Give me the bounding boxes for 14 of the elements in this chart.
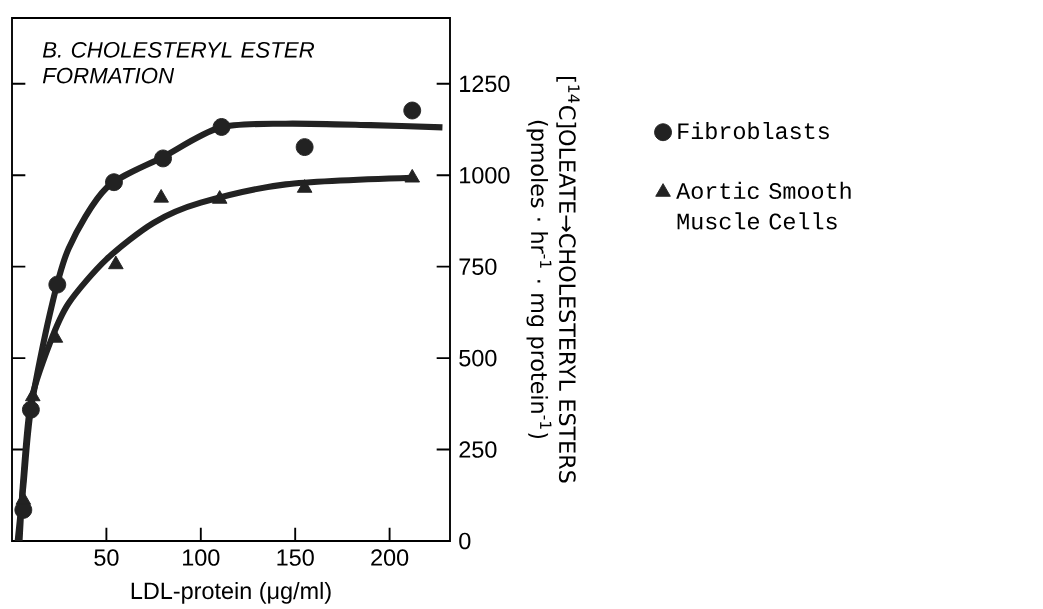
y-tick-label: 250 [459,441,497,458]
legend-label: Aortic Smooth Muscle Cells [676,181,851,230]
x-tick-label: 50 [94,549,119,566]
x-axis-title: LDL-protein (μg/ml) [131,581,331,604]
y-tick-label: 1000 [460,166,510,184]
y-tick-label: 500 [459,349,497,367]
y-tick-label: 750 [459,258,497,275]
x-tick-label: 150 [277,549,314,566]
text: B. CHOLESTERYL ESTER FORMATION [42,41,315,84]
legend-label: Fibroblasts [678,121,829,140]
y-tick-label: 0 [459,532,471,550]
y-tick-label: 1250 [460,75,510,93]
x-tick-label: 200 [371,549,409,566]
x-tick-label: 100 [183,549,220,566]
